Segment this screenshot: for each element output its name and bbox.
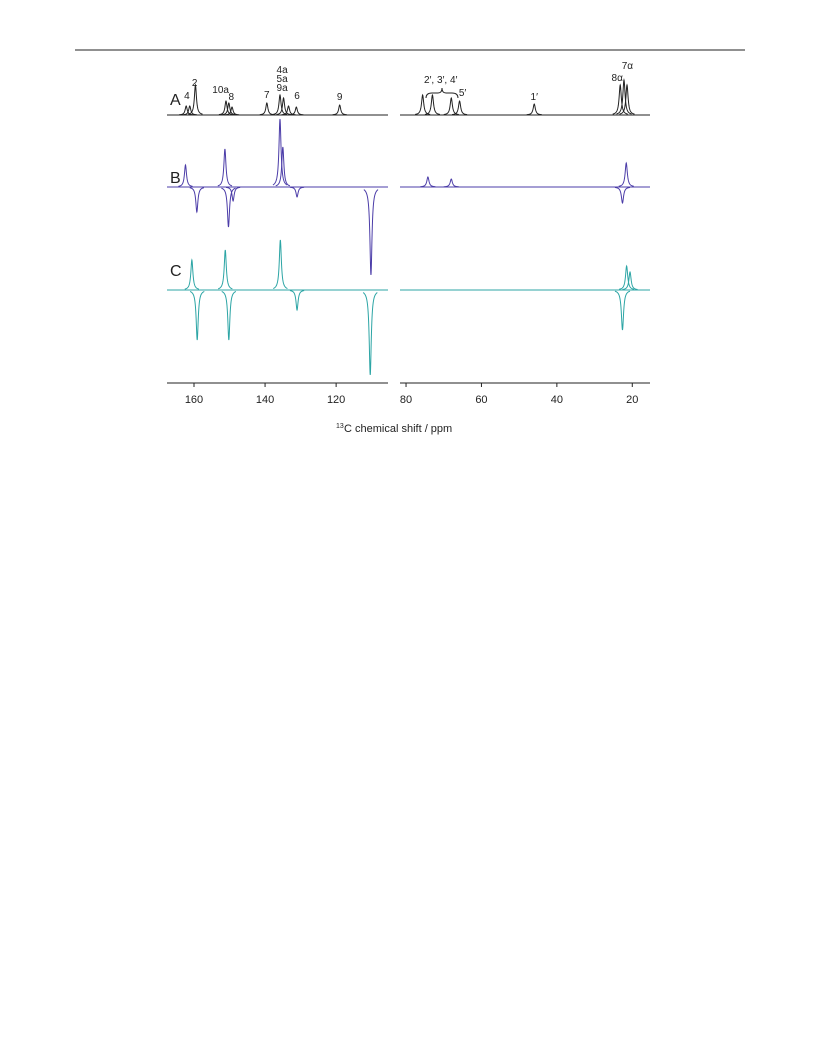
- peak-label: 8: [229, 92, 235, 103]
- peak: [275, 146, 291, 187]
- peak-label: 1′: [531, 92, 539, 103]
- peak-label: 9: [337, 92, 343, 103]
- peak-label: 2: [192, 78, 198, 89]
- peak: [443, 178, 459, 188]
- peak: [218, 249, 233, 290]
- peak: [189, 291, 205, 341]
- peak: [276, 96, 291, 115]
- peak: [332, 104, 347, 116]
- peak-label: 7: [264, 90, 270, 101]
- peak: [179, 105, 194, 116]
- peak: [217, 148, 233, 187]
- peak: [362, 292, 378, 376]
- peak: [289, 106, 304, 116]
- peak: [225, 186, 241, 202]
- x-tick-label: 160: [185, 394, 203, 406]
- peak: [618, 264, 635, 290]
- peak: [443, 96, 459, 115]
- peak: [184, 258, 200, 290]
- peak: [182, 105, 197, 116]
- peak: [289, 290, 305, 312]
- peak-label: 9a: [277, 83, 289, 94]
- peak-label: 2′, 3′, 4′: [424, 75, 458, 86]
- peak: [259, 102, 274, 116]
- x-label: C chemical shift / ppm: [344, 423, 452, 435]
- peak: [451, 100, 468, 116]
- peak-label: 8α: [612, 73, 624, 84]
- series-label: A: [170, 92, 181, 109]
- peak: [614, 290, 631, 331]
- peak: [526, 103, 542, 116]
- peak: [188, 83, 203, 115]
- peak: [612, 83, 628, 115]
- peak: [289, 186, 305, 198]
- peak: [618, 161, 634, 187]
- peak-label: 10a: [212, 85, 229, 96]
- peak-label: 5a: [277, 74, 289, 85]
- peak: [363, 189, 379, 276]
- peak-label: 6: [294, 91, 300, 102]
- peak: [224, 106, 240, 116]
- peak-label: 4: [184, 91, 190, 102]
- peak: [616, 78, 632, 115]
- peak: [273, 239, 288, 289]
- x-tick-label: 140: [256, 394, 274, 406]
- peak-label: 5′: [459, 88, 467, 99]
- x-tick-label: 40: [551, 394, 563, 406]
- x-tick-label: 120: [327, 394, 345, 406]
- series-label: B: [170, 170, 181, 187]
- peak: [189, 187, 205, 214]
- peak: [218, 100, 234, 116]
- peak: [221, 187, 236, 228]
- peak: [272, 118, 288, 186]
- peak: [619, 83, 635, 115]
- x-tick-label: 80: [400, 394, 412, 406]
- x-label-sup: 13: [336, 423, 344, 430]
- brace: [425, 87, 459, 99]
- peak: [178, 163, 193, 187]
- peak-label: 4a: [277, 65, 289, 76]
- x-tick-label: 20: [626, 394, 638, 406]
- peak: [622, 270, 638, 290]
- series-label: C: [170, 263, 182, 280]
- x-tick-label: 60: [475, 394, 487, 406]
- peak: [420, 176, 436, 188]
- peak-label: 7α: [622, 61, 634, 72]
- peak: [424, 93, 441, 115]
- peak: [221, 291, 237, 341]
- peak: [614, 186, 631, 204]
- peak: [415, 93, 431, 115]
- peak: [221, 102, 236, 116]
